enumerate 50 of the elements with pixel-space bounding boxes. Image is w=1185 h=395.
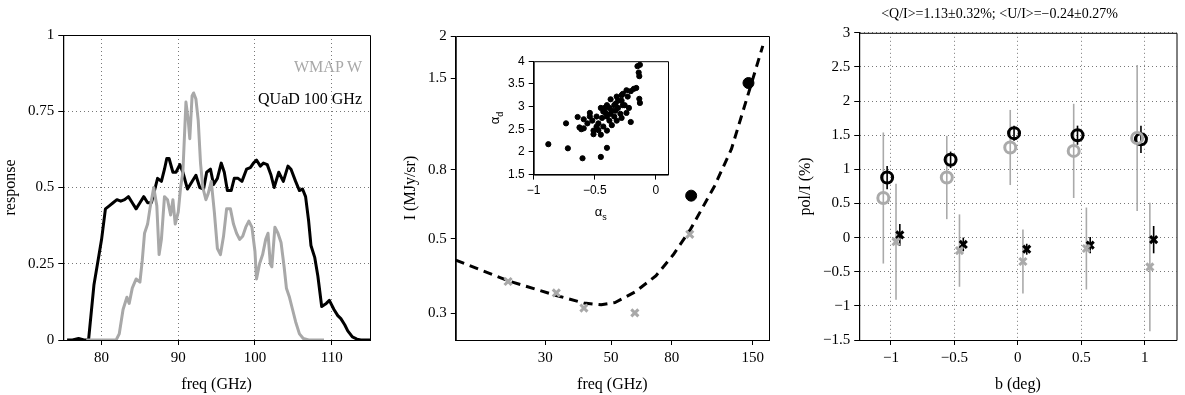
x-tick-label: 1 (1141, 348, 1149, 365)
x-tick-label: 80 (664, 348, 680, 365)
x-tick-label: 110 (320, 348, 343, 365)
y-axis-title: response (1, 159, 19, 216)
x-tick-label: −0.5 (582, 183, 607, 198)
y-tick-label: −0.5 (822, 262, 851, 279)
x-tick-label: 0.5 (1071, 348, 1091, 365)
y-tick-label: 0.5 (831, 194, 851, 211)
x-tick-label: 80 (94, 348, 110, 365)
y-tick-label: 0 (46, 330, 55, 347)
x-axis-title: freq (GHz) (577, 375, 648, 393)
x-axis-title: freq (GHz) (181, 375, 252, 393)
y-tick-label: −1.5 (822, 330, 851, 347)
y-tick-label: 2 (517, 144, 525, 159)
y-tick-label: 2 (842, 92, 851, 108)
y-tick-label: 0 (842, 228, 851, 245)
y-axis-title: αd (487, 111, 505, 125)
y-tick-label: 0.75 (28, 102, 55, 119)
text: QUaD 100 GHz (258, 90, 362, 108)
x-tick-label: 0 (1014, 348, 1022, 365)
y-tick-label: 3 (842, 23, 851, 40)
y-tick-label: 1.5 (831, 126, 851, 143)
y-tick-label: 0.8 (428, 160, 447, 177)
y-tick-label: 0.5 (428, 229, 447, 246)
y-tick-label: 1 (842, 160, 851, 177)
x-tick-label: 50 (603, 348, 619, 365)
text: WMAP W (294, 58, 363, 76)
x-tick-label: −1 (882, 348, 899, 365)
x-axis-title: b (deg) (994, 375, 1041, 393)
y-tick-label: 1.5 (507, 166, 525, 181)
y-tick-label: 0.3 (428, 304, 447, 321)
x-tick-label: 30 (537, 348, 553, 365)
y-tick-label: 3.5 (507, 76, 525, 91)
y-axis-title: I (MJy/sr) (401, 155, 419, 221)
y-tick-label: 1 (46, 25, 55, 42)
y-tick-label: 1.5 (428, 68, 447, 85)
x-tick-label: 150 (741, 348, 765, 365)
y-tick-label: 2 (439, 26, 447, 43)
y-tick-label: −1 (834, 296, 851, 313)
y-tick-label: 3 (517, 98, 525, 113)
x-tick-label: −0.5 (940, 348, 969, 365)
y-tick-label: 2.5 (831, 57, 851, 74)
y-tick-label: 4 (517, 53, 525, 68)
y-tick-label: 2.5 (507, 121, 525, 136)
x-tick-label: 90 (170, 348, 186, 365)
x-tick-label: 0 (652, 183, 660, 198)
x-tick-label: 100 (243, 348, 267, 365)
y-axis-title: pol/I (%) (796, 157, 814, 216)
chart-title: <Q/I>=1.13±0.32%; <U/I>=−0.24±0.27% (881, 6, 1119, 22)
y-tick-label: 0.25 (28, 254, 55, 271)
